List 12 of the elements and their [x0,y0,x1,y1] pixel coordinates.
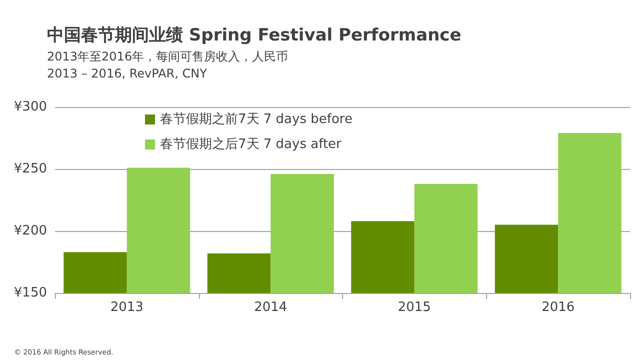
y-tick-label: ¥150 [14,286,47,300]
y-tick-label: ¥250 [14,162,47,176]
x-tick-label: 2015 [398,300,431,315]
legend-label: 春节假期之前7天 7 days before [160,112,352,127]
chart-subtitle: 2013年至2016年，每间可售房收入，人民币 2013 – 2016, RevPAR, CNY [47,50,288,80]
chart-title: 中国春节期间业绩 Spring Festival Performance [47,26,462,46]
y-tick-label: ¥300 [14,100,47,114]
legend-label: 春节假期之后7天 7 days after [160,137,342,152]
y-tick-label: ¥200 [14,224,47,238]
x-tick-label: 2014 [254,300,288,315]
x-tick-label: 2013 [110,300,144,315]
x-tick-label: 2016 [542,300,575,315]
